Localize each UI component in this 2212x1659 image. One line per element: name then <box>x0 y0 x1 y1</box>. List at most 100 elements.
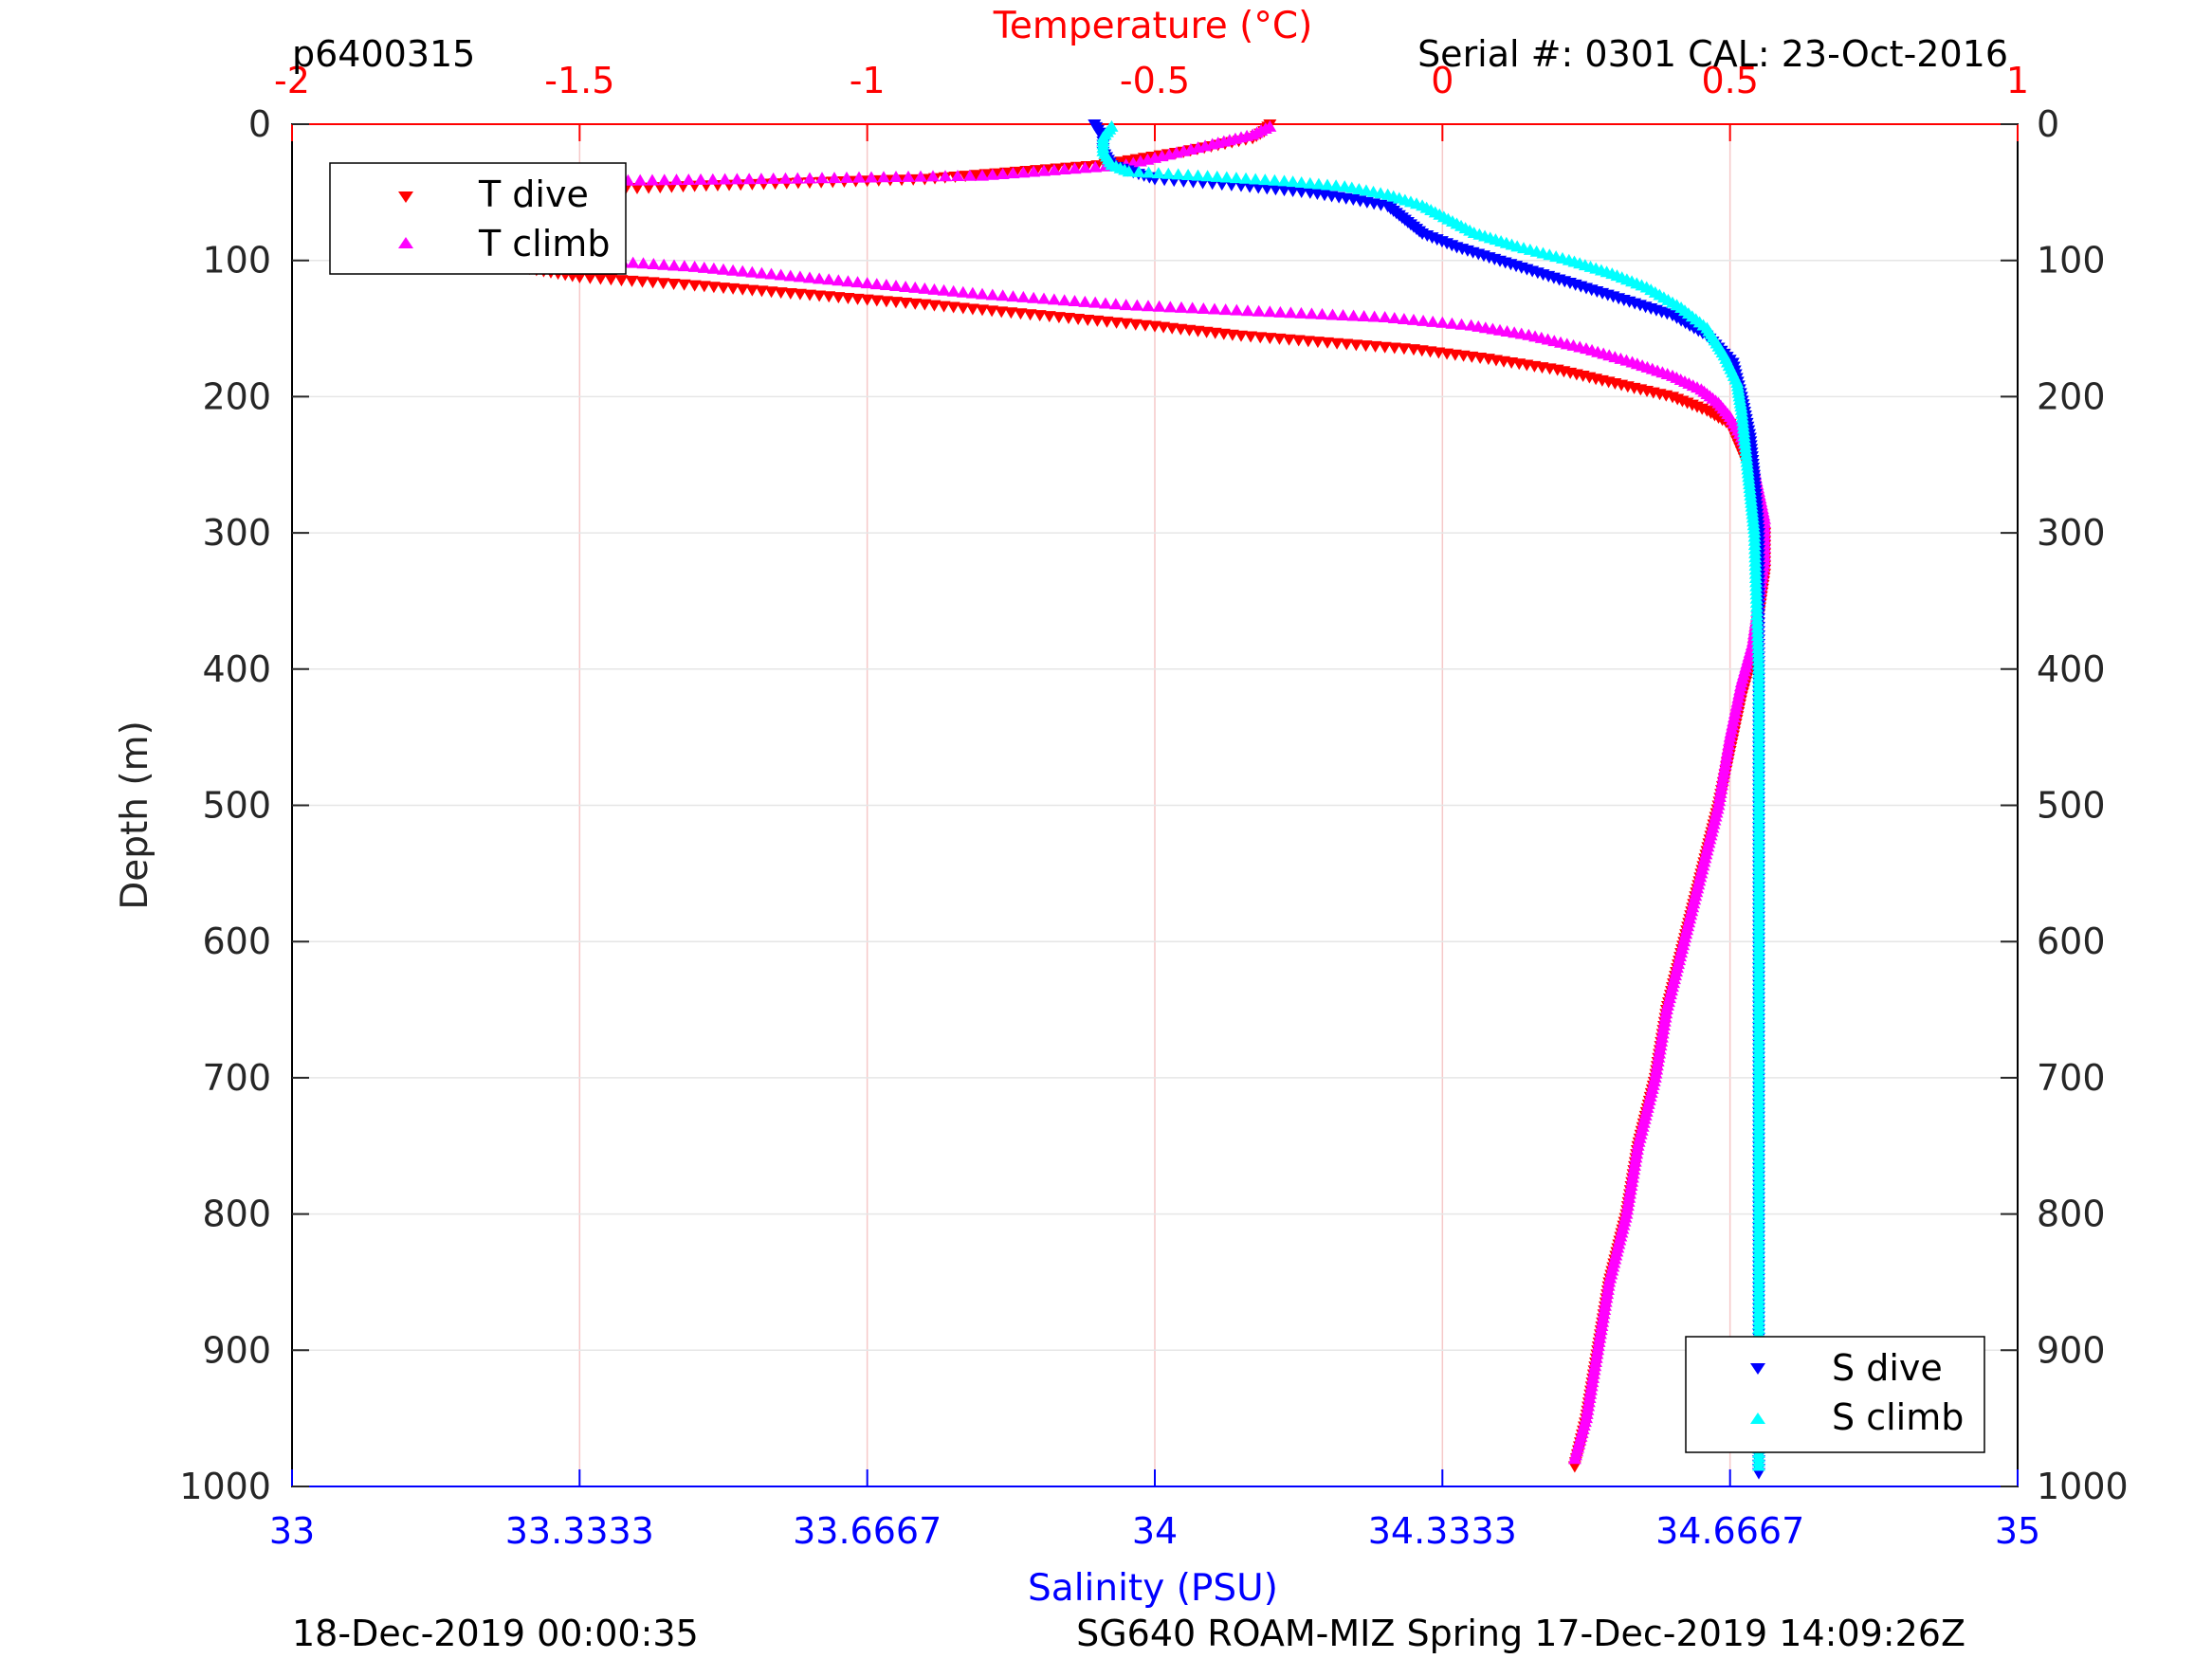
temperature-tick-label: -0.5 <box>1120 60 1190 101</box>
legend-t-climb-marker <box>398 237 413 248</box>
data-point <box>1006 167 1020 179</box>
data-point <box>717 283 730 295</box>
data-point <box>1263 333 1277 345</box>
data-point <box>1329 179 1344 191</box>
data-point <box>657 258 671 270</box>
data-point <box>1062 313 1075 325</box>
data-point <box>1152 300 1166 312</box>
data-point <box>1037 164 1051 176</box>
data-point <box>1346 309 1361 321</box>
data-point <box>996 289 1010 301</box>
data-point <box>899 280 913 292</box>
data-point <box>1071 314 1086 326</box>
data-point <box>1047 163 1061 175</box>
data-point <box>1175 301 1188 313</box>
data-point <box>927 283 941 295</box>
data-point <box>1197 301 1211 314</box>
data-point <box>1014 308 1028 320</box>
data-point <box>1108 298 1123 310</box>
data-point <box>965 286 979 299</box>
footer-timestamp: 18-Dec-2019 00:00:35 <box>292 1613 699 1654</box>
data-point <box>976 287 989 300</box>
data-point <box>1130 299 1144 311</box>
data-point <box>1229 172 1243 184</box>
data-point <box>877 171 890 183</box>
data-point <box>677 260 691 272</box>
legend-temperature-box <box>329 162 627 275</box>
data-point <box>1132 165 1146 177</box>
data-point <box>774 268 788 281</box>
data-point <box>914 170 927 182</box>
depth-tick-label-right: 500 <box>2037 785 2106 827</box>
data-point <box>976 169 989 181</box>
data-point <box>1119 318 1133 330</box>
data-point <box>927 300 941 312</box>
data-point <box>996 167 1010 179</box>
data-point <box>985 305 999 318</box>
data-point <box>1387 342 1401 355</box>
data-point <box>850 276 865 288</box>
data-point <box>625 275 639 287</box>
data-point <box>1051 312 1066 324</box>
data-point <box>755 266 769 279</box>
depth-tick-label-left: 300 <box>202 512 271 554</box>
data-point <box>682 173 696 185</box>
data-point <box>633 173 648 186</box>
data-point <box>742 173 757 185</box>
data-point <box>1752 1459 1765 1471</box>
data-point <box>1210 170 1224 182</box>
data-point <box>832 274 846 286</box>
data-point <box>1088 296 1103 308</box>
data-point <box>937 301 951 313</box>
data-point <box>852 171 866 183</box>
data-point <box>832 292 846 304</box>
data-point <box>604 274 618 286</box>
depth-tick-label-right: 700 <box>2037 1057 2106 1099</box>
depth-tick-label-right: 900 <box>2037 1329 2106 1371</box>
data-point <box>1367 310 1381 322</box>
data-point <box>1200 170 1215 182</box>
data-point <box>1272 333 1287 345</box>
data-point <box>1078 295 1092 307</box>
data-point <box>636 257 650 269</box>
data-point <box>1445 317 1459 329</box>
data-point <box>1230 303 1244 316</box>
data-point <box>687 260 702 272</box>
data-point <box>899 298 913 310</box>
data-point <box>869 295 884 307</box>
depth-tick-label-right: 600 <box>2037 921 2106 962</box>
data-point <box>1340 338 1354 351</box>
data-point <box>1068 162 1082 174</box>
data-point <box>1378 341 1392 354</box>
data-point <box>1027 165 1041 177</box>
data-point <box>1282 334 1296 346</box>
legend-s-dive-marker <box>1750 1363 1765 1375</box>
data-point <box>1263 305 1277 318</box>
data-point <box>687 280 702 292</box>
data-point <box>1244 331 1258 343</box>
depth-tick-label-left: 700 <box>202 1057 271 1099</box>
legend-t-dive-label: T dive <box>478 173 589 215</box>
data-point <box>1208 302 1221 315</box>
data-point <box>1057 163 1071 175</box>
data-point <box>1253 332 1268 344</box>
data-point <box>774 287 788 300</box>
depth-tick-label-left: 900 <box>202 1329 271 1371</box>
temperature-tick-label: -2 <box>274 60 310 101</box>
data-point <box>841 275 855 287</box>
data-point <box>706 262 721 274</box>
data-point <box>1047 293 1061 305</box>
data-point <box>1004 307 1018 319</box>
data-point <box>860 277 874 289</box>
data-point <box>840 171 853 183</box>
data-point <box>1303 176 1317 189</box>
salinity-tick-label: 33.6667 <box>793 1510 941 1552</box>
salinity-tick-label: 33.3333 <box>505 1510 654 1552</box>
data-point <box>705 173 720 185</box>
data-point <box>815 172 829 184</box>
data-point <box>1330 337 1344 350</box>
data-point <box>946 284 960 297</box>
data-point <box>1258 173 1272 186</box>
data-point <box>793 288 807 301</box>
